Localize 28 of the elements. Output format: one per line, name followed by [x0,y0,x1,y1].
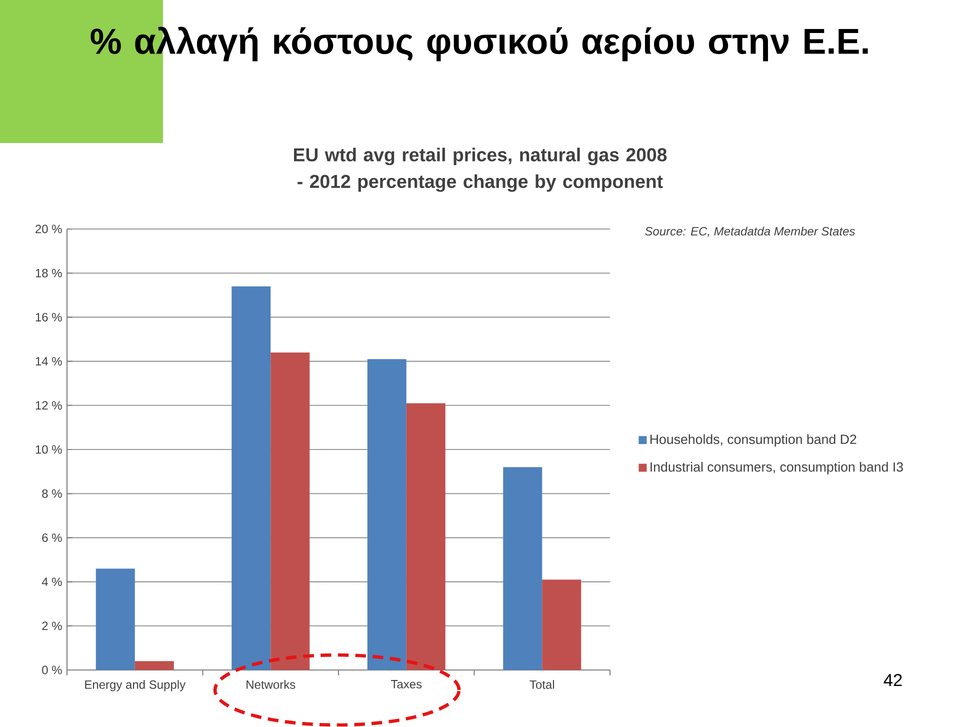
x-tick-label: Total [530,680,554,690]
y-tick-label: 8 % [42,490,62,498]
bar [503,467,542,670]
y-tick-label: 20 % [36,224,62,234]
y-tick-label: 12 % [36,401,62,410]
x-tick-label: Taxes [390,680,422,689]
legend-label: Households, consumption band D2 [650,434,856,447]
y-tick-label: 10 % [36,445,62,454]
x-tick-label: Energy and Supply [85,680,186,692]
y-tick-label: 6 % [42,534,62,542]
y-tick-label: 18 % [36,269,62,278]
bar [270,352,310,670]
y-tick-label: 0 % [42,666,62,674]
legend-label: Industrial consumers, consumption band I3 [650,462,903,474]
bar [232,286,271,670]
y-tick-label: 14 % [36,357,62,366]
x-tick-label: Networks [246,680,296,690]
chart-subtitle: EU wtd avg retail prices, natural gas 2008 - 2012 percentage change by component [294,148,667,192]
bar [542,580,582,670]
bar [96,568,135,670]
y-tick-label: 2 % [42,622,62,630]
bar [406,403,446,670]
y-tick-label: 4 % [42,578,62,586]
text: 42 [884,674,902,686]
bar [367,359,406,670]
bar [134,661,174,670]
source-note: Source: EC, Metadatda Member States [645,226,855,238]
y-tick-label: 16 % [36,313,62,322]
